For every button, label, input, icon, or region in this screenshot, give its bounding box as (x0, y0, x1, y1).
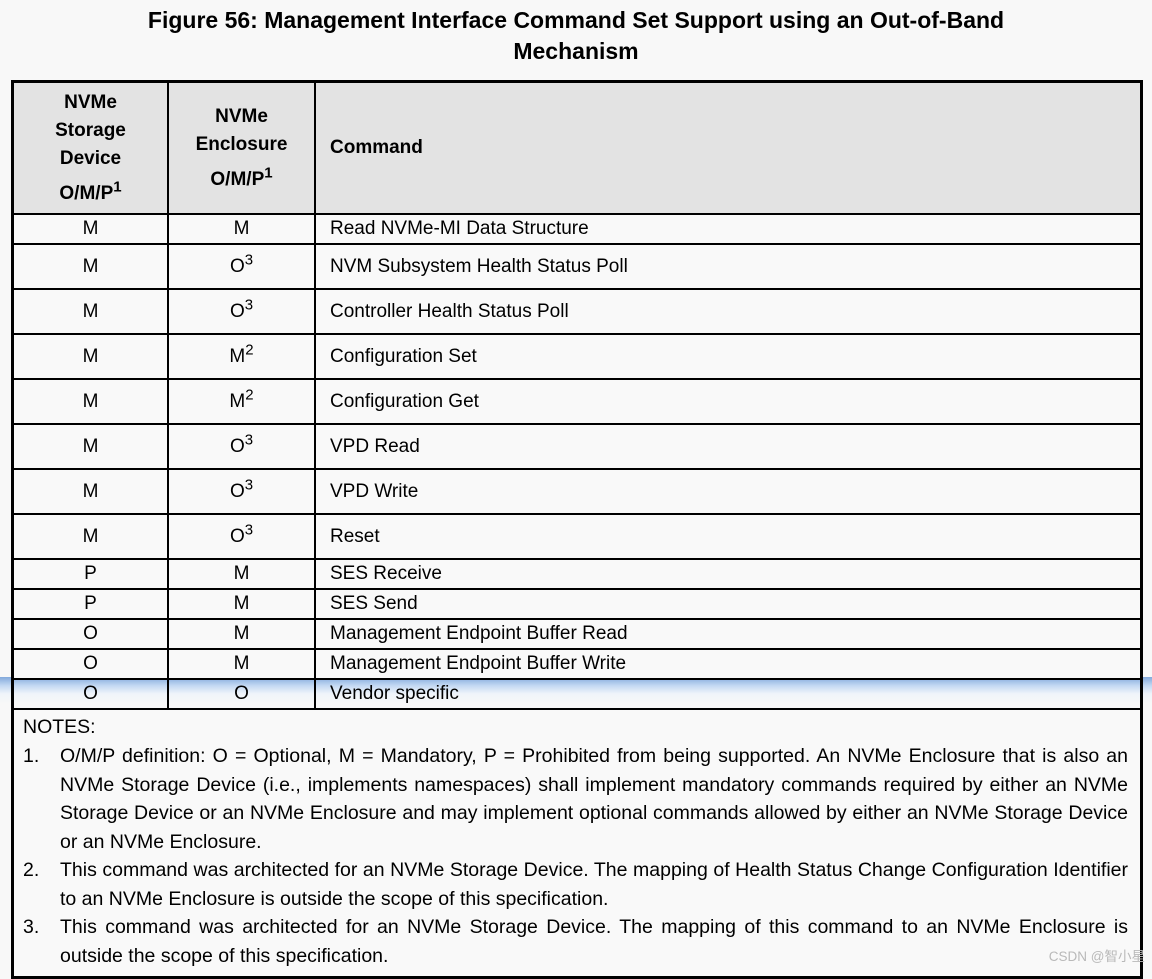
header-storage-omp: O/M/P1 (59, 178, 122, 204)
header-command: Command (314, 80, 1143, 215)
table-row: M M2 Configuration Get (11, 378, 1143, 425)
storage-omp-cell: M (11, 378, 169, 425)
table-row: P M SES Receive (11, 558, 1143, 590)
header-row: NVMe Storage Device O/M/P1 NVMe Enclosur… (11, 80, 1143, 215)
note-number: 2. (23, 859, 40, 881)
footnote-ref-2: 2 (245, 341, 254, 359)
enclosure-omp-cell: M2 (167, 378, 316, 425)
storage-omp-cell: P (11, 558, 169, 590)
enclosure-omp-cell: O3 (167, 468, 316, 515)
command-cell: Vendor specific (314, 678, 1143, 710)
command-support-table: NVMe Storage Device O/M/P1 NVMe Enclosur… (11, 80, 1143, 979)
table-row: O M Management Endpoint Buffer Read (11, 618, 1143, 650)
command-cell: Management Endpoint Buffer Read (314, 618, 1143, 650)
header-storage-name: NVMe Storage Device (55, 91, 126, 169)
enclosure-omp-cell: M (167, 558, 316, 590)
footnote-ref-3: 3 (244, 476, 254, 494)
enclosure-omp-cell: M (167, 588, 316, 620)
header-enclosure-omp: O/M/P1 (210, 164, 273, 190)
command-cell: Configuration Get (314, 378, 1143, 425)
enclosure-omp-cell: M (167, 648, 316, 680)
table-row: M O3 NVM Subsystem Health Status Poll (11, 243, 1143, 290)
footnote-ref-3: 3 (244, 251, 254, 269)
header-nvme-storage-device: NVMe Storage Device O/M/P1 (11, 80, 169, 215)
enclosure-omp-cell: M (167, 213, 316, 245)
command-cell: Controller Health Status Poll (314, 288, 1143, 335)
notes-row: NOTES: 1. O/M/P definition: O = Optional… (11, 708, 1143, 979)
figure-title: Figure 56: Management Interface Command … (0, 5, 1152, 67)
command-cell: Read NVMe-MI Data Structure (314, 213, 1143, 245)
command-cell: SES Send (314, 588, 1143, 620)
enclosure-omp-cell: M2 (167, 333, 316, 380)
enclosure-omp-cell: O3 (167, 288, 316, 335)
notes-heading: NOTES: (23, 716, 96, 738)
command-cell: VPD Write (314, 468, 1143, 515)
storage-omp-cell: M (11, 468, 169, 515)
table-row: M O3 Controller Health Status Poll (11, 288, 1143, 335)
command-cell: Reset (314, 513, 1143, 560)
command-cell: Management Endpoint Buffer Write (314, 648, 1143, 680)
footnote-ref-1: 1 (113, 178, 122, 196)
note-item-2: 2. This command was architected for an N… (23, 856, 1128, 913)
note-text: O/M/P definition: O = Optional, M = Mand… (60, 745, 1128, 853)
footnote-ref-3: 3 (244, 431, 254, 449)
storage-omp-cell: O (11, 618, 169, 650)
storage-omp-cell: O (11, 648, 169, 680)
figure-title-line1: Figure 56: Management Interface Command … (147, 7, 1005, 33)
enclosure-omp-cell: O (167, 678, 316, 710)
command-cell: NVM Subsystem Health Status Poll (314, 243, 1143, 290)
storage-omp-cell: M (11, 423, 169, 470)
command-cell: Configuration Set (314, 333, 1143, 380)
enclosure-omp-cell: O3 (167, 513, 316, 560)
table-row: M O3 Reset (11, 513, 1143, 560)
enclosure-omp-cell: O3 (167, 243, 316, 290)
csdn-watermark: CSDN @智小星 (1048, 949, 1145, 964)
command-cell: VPD Read (314, 423, 1143, 470)
storage-omp-cell: M (11, 243, 169, 290)
note-text: This command was architected for an NVMe… (60, 859, 1128, 910)
table-row: M O3 VPD Write (11, 468, 1143, 515)
note-number: 1. (23, 745, 40, 767)
footnote-ref-3: 3 (244, 521, 254, 539)
storage-omp-cell: O (11, 678, 169, 710)
figure-title-line2: Mechanism (513, 38, 639, 64)
footnote-ref-1: 1 (264, 164, 273, 182)
note-text: This command was architected for an NVMe… (60, 916, 1128, 967)
table-row: O M Management Endpoint Buffer Write (11, 648, 1143, 680)
enclosure-omp-cell: M (167, 618, 316, 650)
command-cell: SES Receive (314, 558, 1143, 590)
note-number: 3. (23, 916, 40, 938)
storage-omp-cell: M (11, 213, 169, 245)
storage-omp-cell: M (11, 288, 169, 335)
table-row: M O3 VPD Read (11, 423, 1143, 470)
storage-omp-cell: P (11, 588, 169, 620)
table-row: P M SES Send (11, 588, 1143, 620)
table-row-vendor-specific: O O Vendor specific (11, 678, 1143, 710)
storage-omp-cell: M (11, 513, 169, 560)
note-item-1: 1. O/M/P definition: O = Optional, M = M… (23, 742, 1128, 856)
table-row: M M Read NVMe-MI Data Structure (11, 213, 1143, 245)
header-nvme-enclosure: NVMe Enclosure O/M/P1 (167, 80, 316, 215)
storage-omp-cell: M (11, 333, 169, 380)
footnote-ref-2: 2 (245, 386, 254, 404)
note-item-3: 3. This command was architected for an N… (23, 913, 1128, 970)
enclosure-omp-cell: O3 (167, 423, 316, 470)
header-enclosure-name: NVMe Enclosure (195, 105, 288, 155)
footnote-ref-3: 3 (244, 296, 254, 314)
notes-cell: NOTES: 1. O/M/P definition: O = Optional… (11, 708, 1143, 979)
table-row: M M2 Configuration Set (11, 333, 1143, 380)
